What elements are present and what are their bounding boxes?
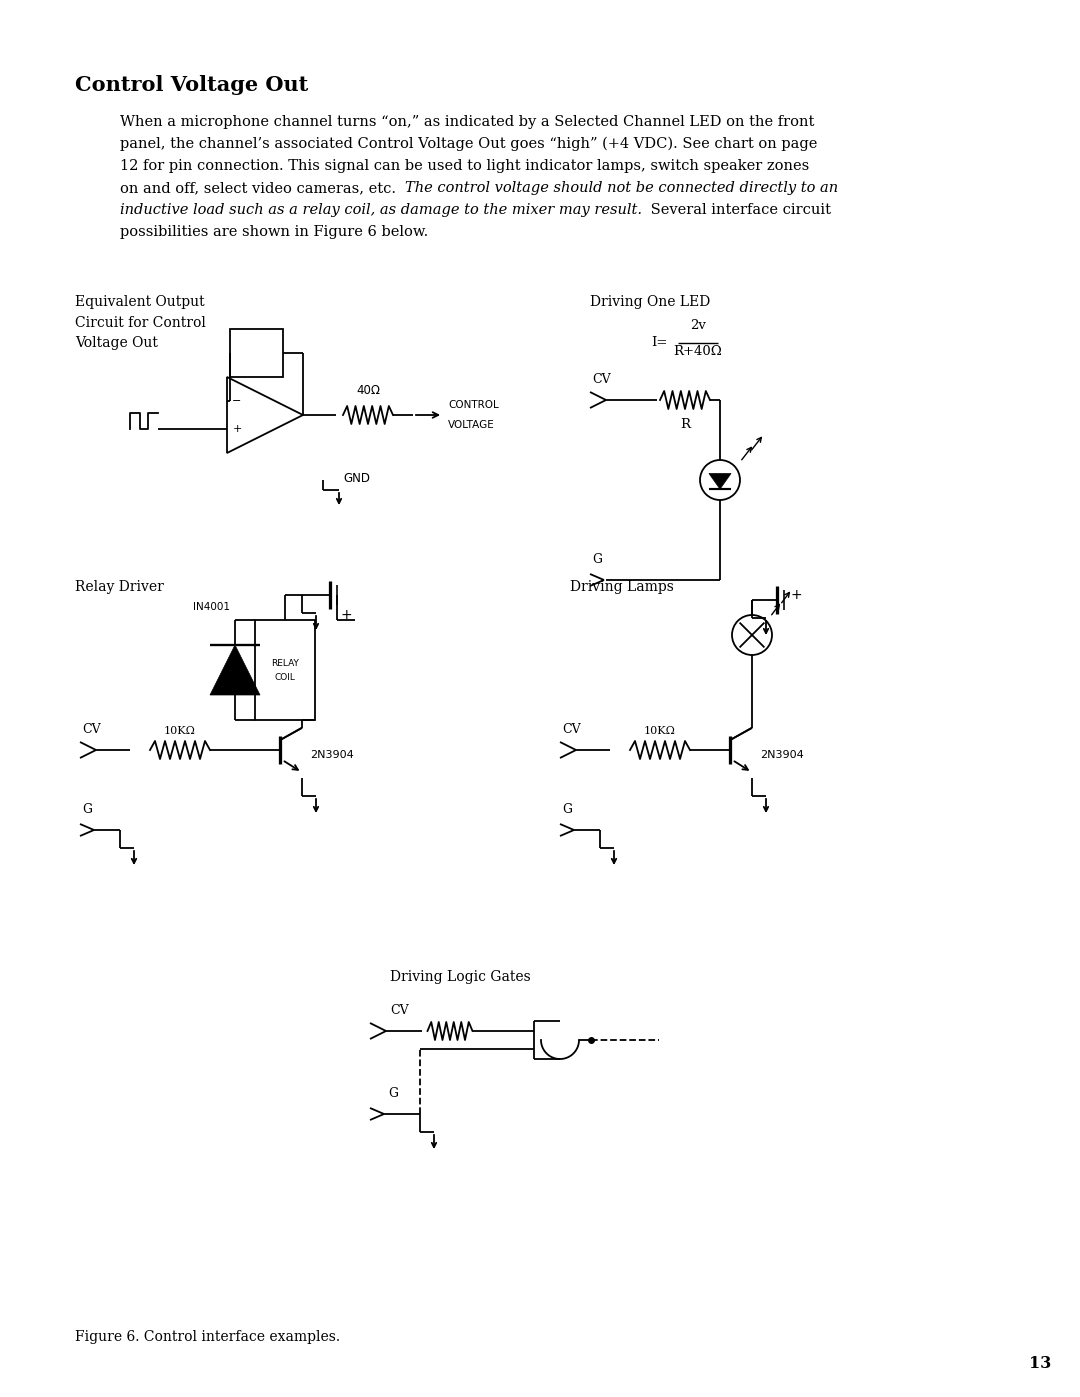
Text: 10KΩ: 10KΩ — [644, 726, 676, 736]
Text: COIL: COIL — [274, 673, 296, 683]
Text: Figure 6. Control interface examples.: Figure 6. Control interface examples. — [75, 1330, 340, 1344]
Text: G: G — [562, 803, 572, 816]
Text: Driving One LED: Driving One LED — [590, 295, 711, 309]
Text: 40Ω: 40Ω — [356, 384, 380, 397]
Text: Control Voltage Out: Control Voltage Out — [75, 75, 308, 95]
Bar — [255, 620, 315, 719]
Bar — [230, 330, 283, 377]
Text: panel, the channel’s associated Control Voltage Out goes “high” (+4 VDC). See ch: panel, the channel’s associated Control … — [120, 137, 818, 151]
Text: Equivalent Output
Circuit for Control
Voltage Out: Equivalent Output Circuit for Control Vo… — [75, 295, 206, 351]
Text: 2N3904: 2N3904 — [310, 750, 354, 760]
Text: GND: GND — [343, 472, 370, 485]
Text: 12 for pin connection. This signal can be used to light indicator lamps, switch : 12 for pin connection. This signal can b… — [120, 159, 809, 173]
Text: Relay Driver: Relay Driver — [75, 580, 164, 594]
Text: 13: 13 — [1029, 1355, 1051, 1372]
Text: CV: CV — [562, 724, 581, 736]
Text: CV: CV — [82, 724, 100, 736]
Text: G: G — [592, 553, 602, 566]
Text: −: − — [232, 395, 242, 405]
Text: I=: I= — [651, 337, 669, 349]
Polygon shape — [210, 645, 260, 694]
Polygon shape — [708, 474, 731, 489]
Text: on and off, select video cameras, etc.: on and off, select video cameras, etc. — [120, 182, 401, 196]
Text: G: G — [388, 1087, 399, 1099]
Text: +: + — [789, 588, 801, 602]
Text: The control voltage should not be connected directly to an: The control voltage should not be connec… — [405, 182, 838, 196]
Text: +: + — [340, 608, 352, 622]
Text: When a microphone channel turns “on,” as indicated by a Selected Channel LED on : When a microphone channel turns “on,” as… — [120, 115, 814, 129]
Text: Driving Lamps: Driving Lamps — [570, 580, 674, 594]
Text: inductive load such as a relay coil, as damage to the mixer may result.: inductive load such as a relay coil, as … — [120, 203, 642, 217]
Text: Several interface circuit: Several interface circuit — [646, 203, 831, 217]
Text: possibilities are shown in Figure 6 below.: possibilities are shown in Figure 6 belo… — [120, 225, 429, 239]
Text: VOLTAGE: VOLTAGE — [448, 420, 495, 430]
Text: IN4001: IN4001 — [193, 602, 230, 612]
Text: 2v: 2v — [690, 319, 706, 332]
Text: +: + — [232, 425, 242, 434]
Text: 10KΩ: 10KΩ — [164, 726, 195, 736]
Text: RELAY: RELAY — [271, 658, 299, 668]
Text: R+40Ω: R+40Ω — [674, 345, 723, 358]
Text: R: R — [680, 418, 690, 432]
Text: CONTROL: CONTROL — [448, 400, 499, 409]
Text: Driving Logic Gates: Driving Logic Gates — [390, 970, 530, 983]
Text: G: G — [82, 803, 92, 816]
Text: 2N3904: 2N3904 — [760, 750, 804, 760]
Text: CV: CV — [592, 373, 610, 386]
Text: CV: CV — [390, 1004, 408, 1017]
